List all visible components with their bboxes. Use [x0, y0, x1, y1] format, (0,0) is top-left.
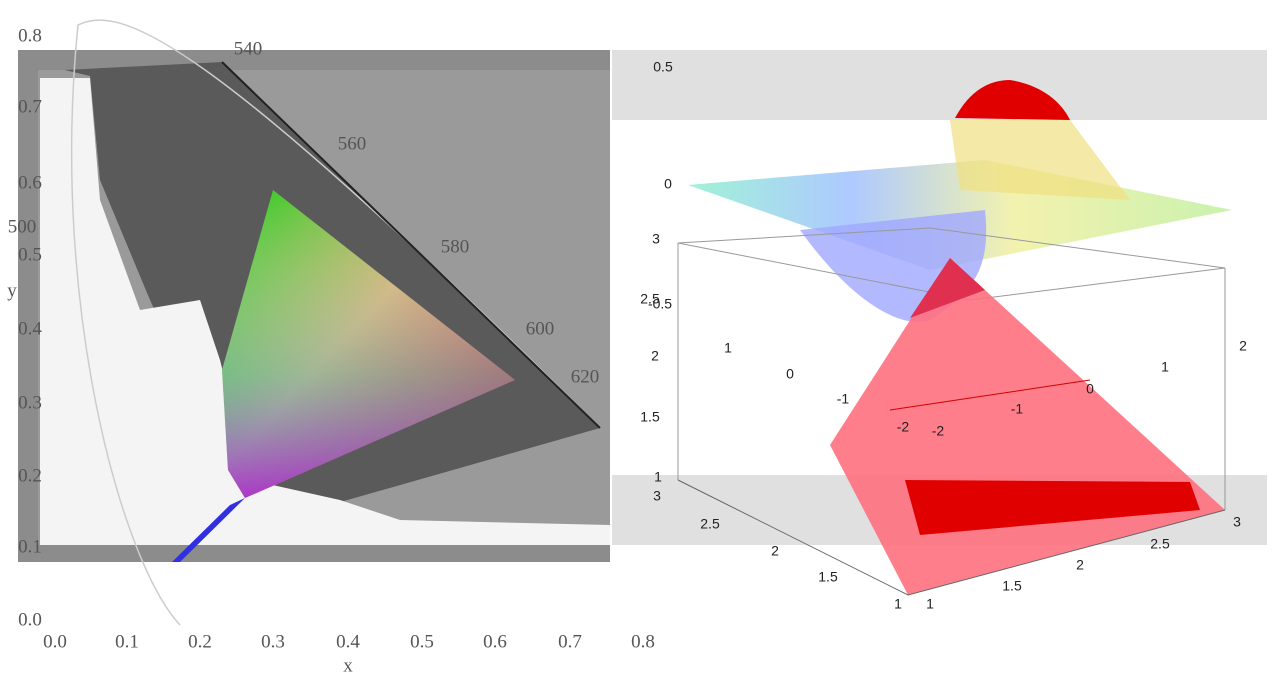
tick-label: 1	[926, 596, 934, 612]
tick-label: 0.6	[18, 172, 42, 193]
tick-label: 0.4	[18, 318, 42, 339]
tick-label: 2	[651, 348, 659, 364]
tick-label: 2	[1239, 338, 1247, 354]
tick-label: 540	[234, 38, 263, 59]
tick-label: 0.7	[18, 96, 42, 117]
pyramid-band	[905, 480, 1200, 535]
tick-label: 3	[653, 488, 661, 504]
blue-corner	[172, 498, 245, 562]
box	[677, 227, 1226, 510]
tick-label: 0.8	[18, 25, 42, 46]
tick-label: 0.8	[631, 631, 655, 652]
tick-label: 560	[338, 133, 367, 154]
tick-label: 1.5	[640, 409, 660, 425]
tick-label: 1	[654, 469, 662, 485]
tick-label: 580	[441, 236, 470, 257]
tick-label: 0.5	[653, 59, 673, 75]
color-triangle-shade	[222, 190, 515, 498]
labels: 0.8 0.7 0.6 0.5 0.4 0.3 0.2 0.1 0.00.0 0.1 0.2 0.3 0…	[7, 25, 1247, 676]
tick-label: 620	[571, 366, 600, 387]
tick-label: 0	[664, 176, 672, 192]
white-region	[40, 78, 610, 545]
cie-diagram	[18, 19, 610, 626]
spectral-locus	[70, 19, 601, 626]
band	[612, 50, 1267, 120]
tick-label: 1.5	[1002, 578, 1022, 594]
tick-label: 2	[771, 543, 779, 559]
tick-label: -0.5	[648, 296, 672, 312]
tick-label: -2	[897, 419, 910, 435]
surface-plot	[612, 50, 1267, 596]
tick-label: 0.1	[115, 631, 139, 652]
tick-label: 1	[894, 596, 902, 612]
tick-label: -1	[1011, 401, 1024, 417]
tick-label: 1	[724, 340, 732, 356]
tick-label: 0.3	[18, 392, 42, 413]
tick-label: 0.6	[483, 631, 507, 652]
tick-label: 2.5	[1150, 536, 1170, 552]
tick-label: 0.2	[18, 465, 42, 486]
tick-label: 0.1	[18, 536, 42, 557]
tick-label: 0.5	[410, 631, 434, 652]
tick-label: 0	[1086, 381, 1094, 397]
tick-label: 1.5	[818, 569, 838, 585]
tick-label: 2	[1076, 557, 1084, 573]
tick-label: -1	[837, 391, 850, 407]
x-axis-label: x	[343, 655, 353, 676]
pyramid-top	[910, 258, 985, 318]
tick-label: 2.5	[640, 291, 660, 307]
y-axis-label: y	[7, 280, 17, 301]
surface-peak	[955, 80, 1070, 120]
tick-label: 0.0	[43, 631, 67, 652]
tick-label: 0.0	[18, 609, 42, 630]
locus-edge	[221, 61, 601, 429]
tick-label: 600	[526, 318, 555, 339]
tick-label: 500	[8, 216, 37, 237]
tick-label: 0.2	[188, 631, 212, 652]
tick-label: 3	[1233, 514, 1241, 530]
tick-label: 3	[652, 231, 660, 247]
axis-base	[677, 479, 1226, 596]
surface-ridge	[950, 120, 1130, 200]
tick-label: 0.7	[558, 631, 582, 652]
tick-label: 0.3	[261, 631, 285, 652]
tick-label: 0	[786, 366, 794, 382]
tick-label: -2	[932, 423, 945, 439]
red-axis	[889, 379, 1091, 411]
tick-label: 0.4	[336, 631, 360, 652]
tick-label: 0.5	[18, 244, 42, 265]
tick-label: 2.5	[700, 516, 720, 532]
tick-label: 1	[1161, 359, 1169, 375]
